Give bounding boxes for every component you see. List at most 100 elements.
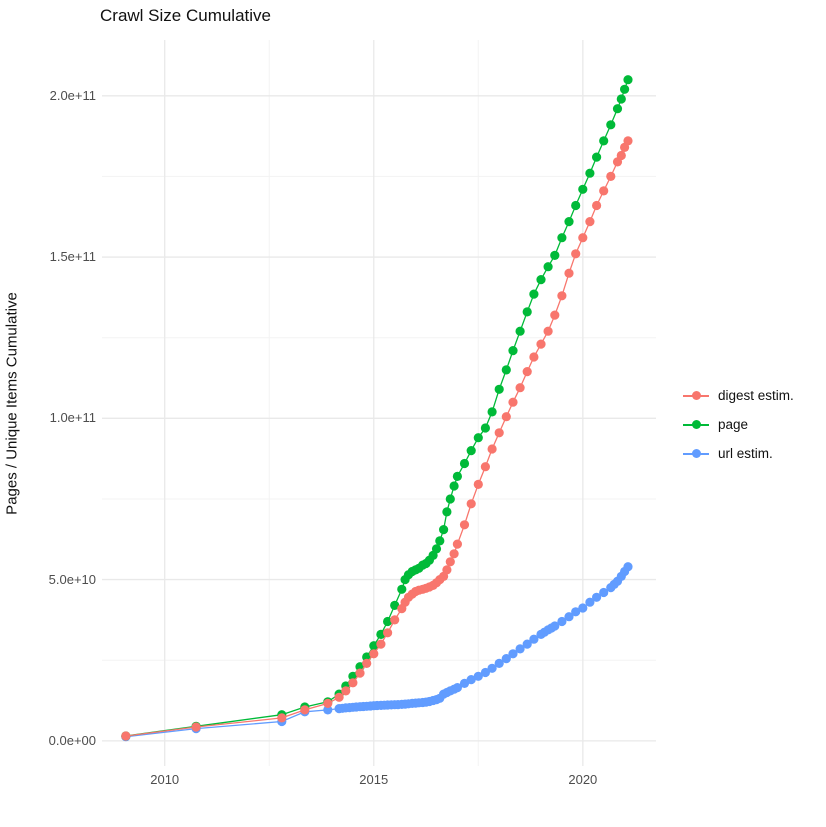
data-point	[571, 200, 581, 211]
data-point	[480, 667, 490, 678]
data-point	[459, 520, 470, 530]
data-point	[606, 120, 616, 130]
data-point	[592, 200, 602, 211]
data-point	[439, 525, 449, 535]
data-point	[515, 326, 525, 336]
data-point	[599, 587, 609, 598]
data-point	[501, 654, 511, 664]
data-point	[466, 446, 476, 456]
data-point	[369, 649, 379, 659]
data-point	[466, 675, 476, 685]
data-point	[300, 705, 310, 715]
legend: digest estim. page url estim.	[683, 381, 794, 468]
data-point	[121, 731, 131, 741]
data-point	[522, 367, 532, 377]
data-point	[334, 692, 344, 702]
legend-key-icon	[683, 418, 709, 432]
data-point	[452, 471, 462, 481]
legend-item: digest estim.	[683, 381, 794, 410]
data-point	[452, 683, 462, 693]
data-point	[487, 663, 497, 673]
data-point	[557, 233, 567, 243]
data-point	[473, 671, 483, 681]
data-point	[529, 289, 539, 299]
data-point	[578, 603, 588, 613]
data-point	[543, 326, 553, 336]
data-point	[536, 339, 546, 349]
data-point	[487, 407, 497, 417]
data-point	[494, 658, 504, 669]
data-point	[599, 186, 609, 196]
data-point	[543, 262, 553, 272]
legend-item-label: digest estim.	[718, 388, 794, 403]
chart-title: Crawl Size Cumulative	[100, 6, 271, 25]
data-point	[585, 168, 595, 178]
data-point	[445, 557, 455, 567]
data-point	[550, 310, 560, 320]
data-point	[480, 462, 490, 472]
legend-key-icon	[683, 447, 709, 461]
data-point	[616, 94, 626, 104]
data-point	[529, 634, 539, 644]
data-point	[550, 621, 560, 631]
data-point	[623, 136, 633, 146]
data-point	[616, 150, 626, 161]
data-point	[515, 383, 525, 393]
data-point	[578, 184, 588, 194]
data-point	[473, 479, 483, 489]
series-line-page	[125, 79, 629, 737]
x-tick-label: 2010	[150, 772, 180, 787]
legend-item: url estim.	[683, 439, 794, 468]
data-point	[442, 565, 452, 575]
data-point	[397, 584, 407, 594]
legend-key-icon	[683, 389, 709, 403]
data-point	[557, 616, 567, 627]
data-point	[585, 597, 595, 607]
data-point	[623, 562, 633, 572]
data-point	[323, 705, 333, 715]
legend-item: page	[683, 410, 794, 439]
data-point	[431, 544, 442, 554]
data-point	[508, 649, 518, 659]
data-point	[606, 171, 616, 181]
data-point	[620, 84, 630, 94]
data-point	[323, 698, 333, 709]
data-point	[557, 291, 567, 301]
legend-item-label: url estim.	[718, 446, 773, 461]
data-point	[369, 641, 379, 651]
x-tick-label: 2020	[568, 772, 598, 787]
data-point	[522, 639, 532, 649]
data-point	[480, 423, 490, 433]
data-point	[390, 600, 400, 611]
data-point	[442, 507, 452, 517]
data-point	[578, 233, 588, 243]
data-point	[508, 346, 518, 356]
data-point	[623, 75, 633, 85]
data-point	[599, 136, 609, 146]
legend-key-dot	[691, 449, 701, 458]
data-point	[494, 428, 504, 438]
data-point	[341, 686, 351, 696]
data-point	[564, 268, 574, 278]
data-point	[277, 713, 287, 723]
data-point	[571, 249, 581, 259]
data-point	[564, 612, 574, 622]
data-point	[376, 639, 386, 649]
data-point	[191, 722, 201, 732]
data-point	[473, 433, 483, 443]
data-point	[459, 458, 470, 469]
data-point	[383, 628, 393, 638]
legend-key-dot	[691, 420, 701, 429]
data-point	[612, 104, 623, 114]
data-point	[362, 658, 372, 669]
y-tick-label: 0.0e+00	[48, 732, 96, 748]
x-tick-label: 2015	[359, 772, 389, 787]
legend-key-dot	[691, 391, 701, 400]
data-point	[592, 152, 602, 162]
data-point	[449, 481, 459, 491]
data-point	[501, 412, 511, 422]
data-point	[459, 678, 470, 689]
data-point	[564, 217, 574, 227]
data-point	[522, 307, 532, 317]
